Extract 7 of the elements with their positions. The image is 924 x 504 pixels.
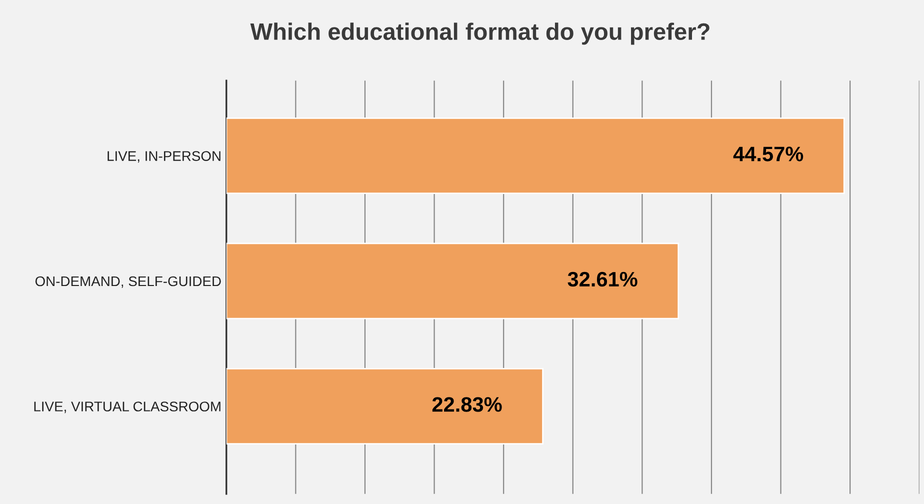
y-tick-label: ON-DEMAND, SELF-GUIDED	[35, 276, 221, 288]
data-label: 44.57%	[733, 146, 804, 162]
chart-title: Which educational format do you prefer?	[250, 22, 710, 45]
data-label: 22.83%	[432, 397, 502, 412]
y-tick-label: LIVE, VIRTUAL CLASSROOM	[34, 402, 220, 414]
y-tick-label: LIVE, IN-PERSON	[108, 151, 220, 163]
data-label: 32.61%	[568, 272, 638, 287]
